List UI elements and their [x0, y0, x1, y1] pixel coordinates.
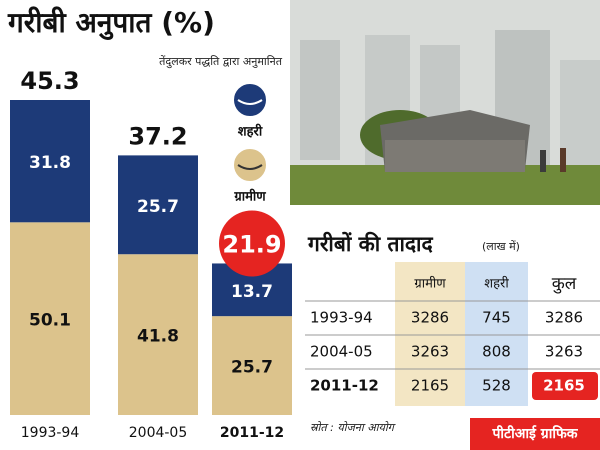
table-cell: 3263 — [411, 343, 449, 361]
chart-subtitle: तेंदुलकर पद्धति द्वारा अनुमानित — [159, 55, 283, 69]
bar-segment — [10, 222, 90, 415]
source: स्रोत : योजना आयोग — [310, 421, 397, 434]
table-cell: 528 — [482, 377, 511, 395]
segment-label: 25.7 — [231, 358, 273, 378]
table-cell: 3263 — [545, 343, 583, 361]
row-label: 2011-12 — [310, 377, 379, 395]
column-header: कुल — [552, 274, 577, 294]
segment-label: 50.1 — [29, 311, 71, 331]
table-cell: 3286 — [545, 309, 583, 327]
legend-hands — [237, 164, 263, 170]
table-cell: 745 — [482, 309, 511, 327]
x-tick-label: 1993-94 — [21, 425, 80, 441]
total-label: 37.2 — [128, 122, 187, 150]
bar-segment — [10, 100, 90, 223]
credit: पीटीआई ग्राफिक — [491, 425, 578, 442]
column-header: शहरी — [484, 276, 509, 292]
table-unit: (लाख में) — [482, 240, 520, 253]
table-title: गरीबों की तादाद — [307, 231, 433, 256]
segment-label: 41.8 — [137, 327, 179, 347]
total-label: 21.9 — [222, 230, 281, 258]
legend-icon — [232, 82, 268, 118]
legend-label: ग्रामीण — [233, 189, 266, 205]
table-cell: 2165 — [411, 377, 449, 395]
table-cell: 3286 — [411, 309, 449, 327]
total-badge — [219, 210, 285, 277]
row-label: 1993-94 — [310, 309, 373, 327]
total-label: 45.3 — [20, 67, 79, 95]
segment-label: 31.8 — [29, 153, 71, 173]
row-label: 2004-05 — [310, 343, 373, 361]
urban-column-bg — [465, 262, 528, 406]
column-header: ग्रामीण — [414, 276, 446, 292]
highlight-cell — [532, 372, 598, 400]
legend-icon — [232, 147, 268, 183]
legend-label: शहरी — [238, 124, 263, 140]
table-cell: 2165 — [543, 377, 585, 395]
bar-segment — [118, 254, 198, 415]
rural-column-bg — [395, 262, 465, 406]
table-cell: 808 — [482, 343, 511, 361]
segment-label: 25.7 — [137, 197, 179, 217]
credit-box — [470, 418, 600, 450]
bar-segment — [212, 316, 292, 415]
segment-label: 13.7 — [231, 282, 273, 302]
bar-segment — [118, 155, 198, 255]
x-tick-label: 2011-12 — [220, 425, 284, 441]
x-tick-label: 2004-05 — [129, 425, 188, 441]
legend-hands — [237, 99, 263, 105]
chart-title: गरीबी अनुपात (%) — [7, 6, 215, 40]
photo — [290, 0, 600, 205]
